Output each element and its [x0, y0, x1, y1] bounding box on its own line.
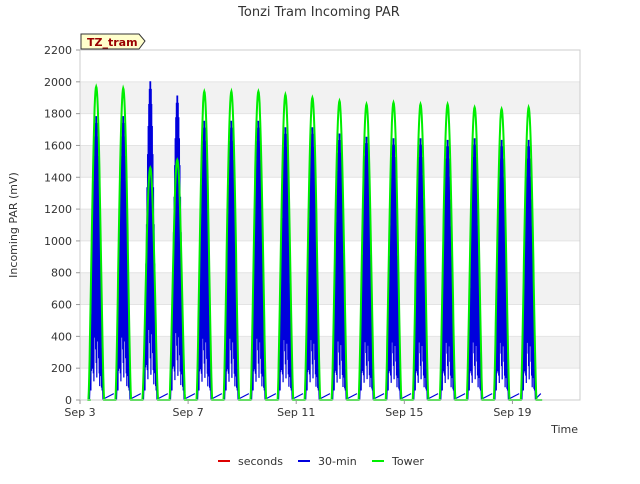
y-tick-label: 1600: [44, 139, 72, 152]
annotation-label: TZ_tram: [87, 36, 138, 49]
legend-label: 30-min: [318, 455, 357, 468]
y-tick-label: 1400: [44, 171, 72, 184]
legend-label: Tower: [391, 455, 424, 468]
y-tick-label: 600: [51, 299, 72, 312]
annotation-box: [80, 33, 146, 50]
x-tick-label: Sep 19: [493, 406, 531, 419]
x-axis-label: Time: [550, 423, 578, 436]
y-tick-label: 1800: [44, 108, 72, 121]
series-30-min-line: [88, 81, 542, 401]
x-tick-label: Sep 7: [172, 406, 203, 419]
annotation-tag: TZ_tram: [80, 33, 146, 50]
y-tick-label: 800: [51, 267, 72, 280]
plot-frame: [79, 49, 581, 401]
legend-label: seconds: [238, 455, 283, 468]
y-tick-label: 0: [65, 394, 72, 407]
x-tick-label: Sep 15: [385, 406, 423, 419]
y-tick-label: 1200: [44, 203, 72, 216]
series-layer: [87, 81, 543, 401]
y-tick-label: 2000: [44, 76, 72, 89]
series-tower-line: [87, 83, 543, 401]
y-axis-label: Incoming PAR (mV): [7, 172, 20, 278]
y-axis-ticks: 0 200 400 600 800 1000 1200 1400 1600 1800 2000 220…: [44, 44, 80, 407]
y-tick-label: 2200: [44, 44, 72, 57]
x-tick-label: Sep 3: [64, 406, 95, 419]
chart-title: Tonzi Tram Incoming PAR: [237, 5, 400, 20]
grid-band: [80, 145, 580, 178]
y-tick-label: 1000: [44, 235, 72, 248]
x-axis-ticks: Sep 3 Sep 7 Sep 11 Sep 15 Sep 19: [64, 400, 532, 419]
y-tick-label: 400: [51, 330, 72, 343]
y-tick-label: 200: [51, 362, 72, 375]
legend: seconds 30-min Tower: [218, 455, 424, 468]
x-tick-label: Sep 11: [277, 406, 315, 419]
grid-band: [80, 81, 580, 114]
